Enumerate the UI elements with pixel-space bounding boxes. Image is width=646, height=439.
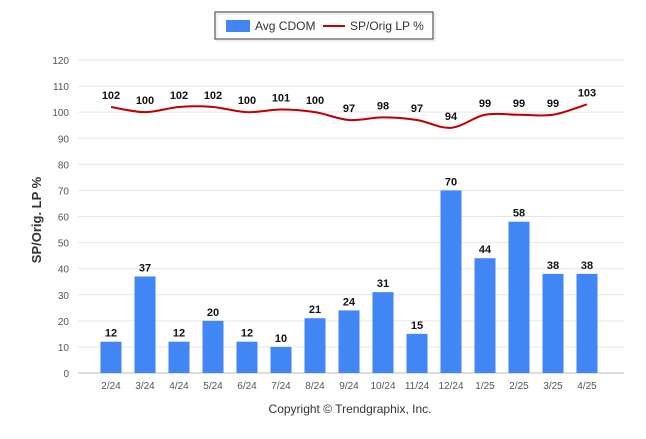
bar-data-label: 58 [513,208,525,220]
line-path [110,103,588,129]
line-data-label: 101 [272,93,290,105]
x-tick-label: 3/25 [543,381,563,392]
bar [100,341,122,373]
x-tick-label: 2/24 [101,381,121,392]
line-data-label: 102 [170,90,188,102]
line-series-sp-orig-lp: 102 100 102 102 100 101 100 97 98 97 94 99 99 99 103 [102,87,596,129]
line-data-label: 98 [377,100,389,112]
legend-label-avg-cdom: Avg CDOM [255,19,315,33]
bar-data-label: 37 [139,262,151,274]
bar [134,276,156,373]
x-tick-label: 9/24 [339,381,359,392]
bar [474,258,496,373]
bar [542,273,564,373]
bar [406,333,428,373]
y-tick-label: 80 [58,160,70,171]
x-tick-label: 1/25 [475,381,495,392]
y-tick-label: 60 [58,213,70,224]
y-tick-label: 100 [52,108,69,119]
x-tick-label: 5/24 [203,381,223,392]
line-data-label: 99 [479,98,491,110]
bar-data-label: 12 [105,328,117,340]
line-data-label: 100 [306,95,324,107]
bar-data-label: 21 [309,304,321,316]
x-axis: 2/24 3/24 4/24 5/24 6/24 7/24 8/24 9/24 10/24 11/… [101,381,597,392]
line-data-label: 103 [578,87,596,99]
y-tick-label: 110 [53,82,69,93]
x-tick-label: 7/24 [271,381,291,392]
bar-data-label: 31 [377,278,389,290]
bar-data-label: 38 [581,260,593,272]
bar-data-label: 10 [275,333,287,345]
x-tick-label: 8/24 [305,381,325,392]
bar-data-label: 12 [241,328,253,340]
bar-data-label: 70 [445,176,457,188]
y-axis-title: SP/Orig. LP % [29,176,44,263]
x-tick-label: 6/24 [237,381,257,392]
x-tick-label: 4/24 [169,381,189,392]
bar [338,310,360,373]
copyright-text: Copyright © Trendgraphix, Inc. [269,402,432,416]
line-data-label: 99 [547,98,559,110]
y-tick-label: 90 [58,134,70,145]
y-axis: 0 10 20 30 40 50 60 70 80 90 100 110 120 [52,56,69,380]
bar [440,190,462,373]
line-data-label: 97 [343,103,355,115]
bar [508,221,530,373]
bar-data-label: 44 [479,244,492,256]
y-tick-label: 30 [58,291,70,302]
y-tick-label: 120 [52,56,69,67]
y-tick-label: 20 [58,317,70,328]
line-data-label: 102 [102,90,120,102]
line-data-label: 100 [136,95,154,107]
x-tick-label: 4/25 [577,381,597,392]
bar [576,273,598,373]
y-tick-label: 70 [58,186,70,197]
legend-label-sp-orig-lp: SP/Orig LP % [350,19,424,33]
x-tick-label: 2/25 [509,381,529,392]
bar-data-label: 38 [547,260,559,272]
y-tick-label: 40 [58,265,70,276]
bar-data-label: 15 [411,320,423,332]
bar [372,292,394,373]
gridlines [78,59,624,374]
x-tick-label: 3/24 [135,381,155,392]
line-data-label: 94 [445,111,458,123]
x-tick-label: 12/24 [438,381,463,392]
bar [304,318,326,373]
legend-swatch-bar [226,20,250,32]
x-tick-label: 10/24 [370,381,395,392]
bar [236,341,258,373]
bar-data-label: 24 [343,296,356,308]
legend: Avg CDOM SP/Orig LP % [214,11,436,42]
line-data-label: 100 [238,95,256,107]
line-data-label: 102 [204,90,222,102]
y-tick-label: 10 [58,343,70,354]
bar-data-label: 12 [173,328,185,340]
y-tick-label: 0 [63,369,69,380]
bar [270,346,292,373]
bar [168,341,190,373]
bar-series-avg-cdom: 12 37 12 20 12 10 21 24 31 15 70 44 58 38 38 [100,176,598,373]
line-data-label: 97 [411,103,423,115]
bar [202,320,224,373]
y-tick-label: 50 [58,239,70,250]
bar-data-label: 20 [207,307,219,319]
line-data-label: 99 [513,98,525,110]
x-tick-label: 11/24 [405,381,430,392]
